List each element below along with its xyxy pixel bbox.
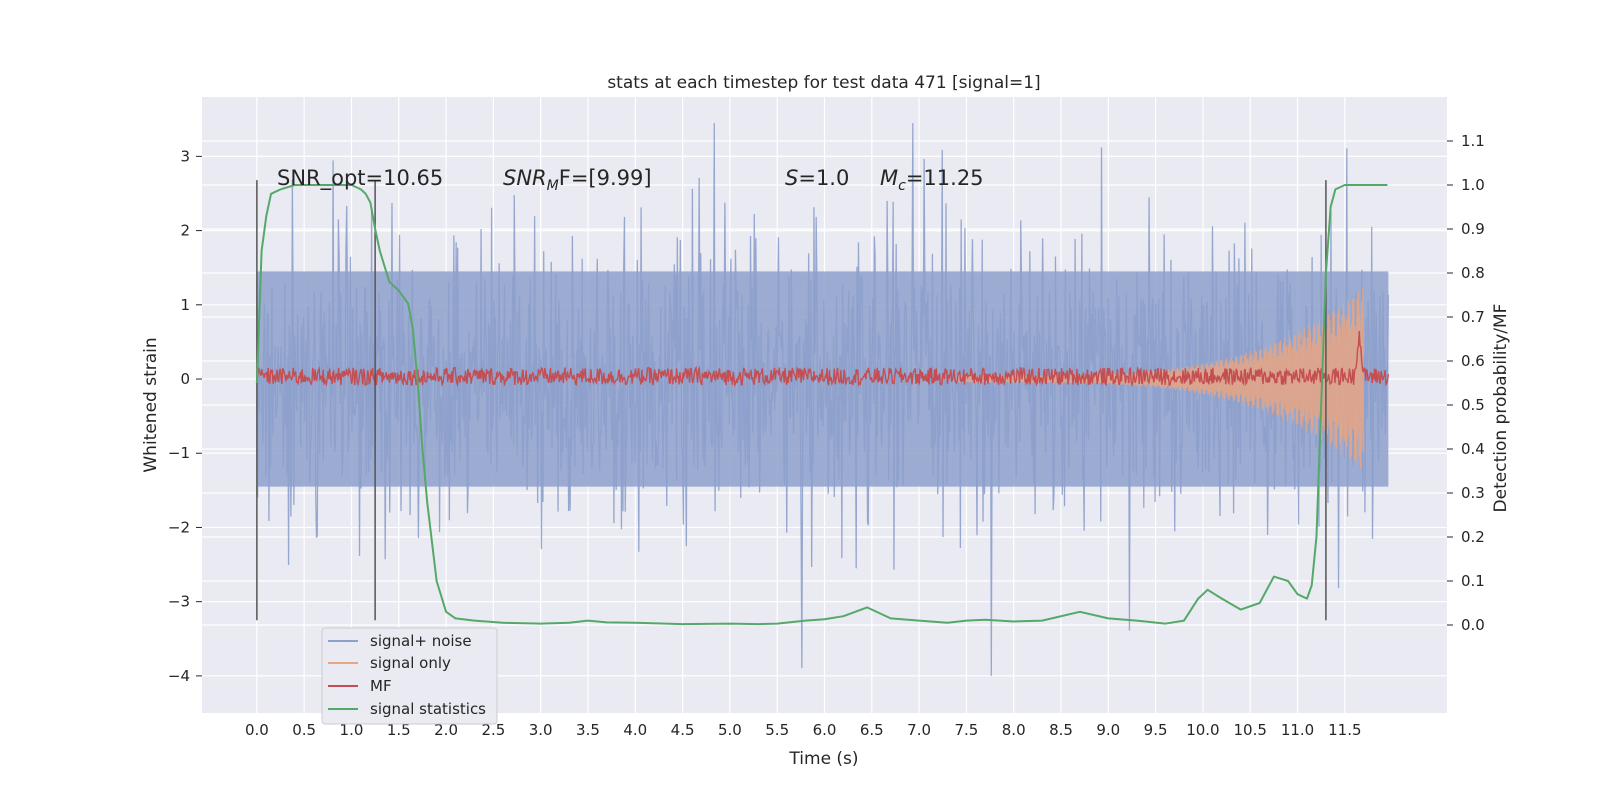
y-right-tick-label: 0.4 [1461,440,1485,458]
y-left-axis-ticks: −4 −3 −2 −1 0 1 2 3 [168,147,202,685]
y-left-tick-label: 0 [180,370,190,388]
x-tick-label: 4.5 [671,721,695,739]
annotation-mc: Mc=11.25 [880,166,984,194]
x-tick-label: 8.0 [1002,721,1026,739]
annotation-s: S=1.0 [785,166,849,190]
x-tick-label: 4.0 [623,721,647,739]
legend-box [321,627,498,725]
x-tick-label: 9.5 [1144,721,1168,739]
y-right-axis-label: Detection probability/MF [1491,304,1511,513]
y-right-tick-label: 0.0 [1461,616,1485,634]
y-left-tick-label: −1 [168,444,190,462]
y-right-tick-label: 0.7 [1461,308,1485,326]
x-tick-label: 1.0 [340,721,364,739]
annotation-snr-mf: SNRMF=[9.99] [503,166,652,194]
x-tick-label: 7.0 [907,721,931,739]
x-tick-label: 11.5 [1328,721,1361,739]
annotation-s-label: S [785,166,798,190]
y-left-tick-label: 2 [180,222,190,240]
x-tick-label: 3.5 [576,721,600,739]
legend-label-signal-noise: signal+ noise [370,632,472,650]
y-right-tick-label: 0.5 [1461,396,1485,414]
y-left-tick-label: 3 [180,147,190,165]
y-right-tick-label: 0.6 [1461,352,1485,370]
x-tick-label: 11.0 [1281,721,1314,739]
x-tick-label: 2.5 [481,721,505,739]
y-right-tick-label: 0.3 [1461,484,1485,502]
annotation-s-value: =1.0 [798,166,849,190]
annotation-snr-mf-sub: M [547,178,559,194]
y-right-axis-ticks: 0.0 0.1 0.2 0.3 0.4 0.5 0.6 0.7 0.8 0.9 1.0 1.1 [1447,132,1485,634]
x-axis-ticks: 0.0 0.5 1.0 1.5 2.0 2.5 3.0 3.5 4.0 4.5 5.0 5.5 6.0 6… [245,721,1362,739]
y-right-tick-label: 1.0 [1461,176,1485,194]
legend: signal+ noise signal only MF signal stat… [321,627,498,725]
x-tick-label: 5.0 [718,721,742,739]
y-left-tick-label: −3 [168,593,190,611]
legend-label-mf: MF [370,677,392,695]
x-tick-label: 2.0 [434,721,458,739]
annotation-snr-opt: SNR_opt=10.65 [277,166,443,191]
vertical-markers [256,180,1327,621]
x-tick-label: 7.5 [954,721,978,739]
y-right-tick-label: 0.9 [1461,220,1485,238]
y-left-tick-label: 1 [180,296,190,314]
annotation-mc-sub: c [898,178,906,194]
annotation-snr-mf-label: SNR [503,166,547,190]
annotation-mc-label: M [880,166,898,190]
x-tick-label: 6.5 [860,721,884,739]
x-tick-label: 10.5 [1234,721,1267,739]
x-tick-label: 8.5 [1049,721,1073,739]
x-tick-label: 10.0 [1186,721,1219,739]
annotation-snr-mf-value: F=[9.99] [559,166,652,190]
legend-label-signal-only: signal only [370,654,451,672]
y-right-tick-label: 0.8 [1461,264,1485,282]
x-tick-label: 5.5 [765,721,789,739]
mf-line [256,330,1390,388]
y-left-tick-label: −2 [168,518,190,536]
chart-title: stats at each timestep for test data 471… [607,73,1040,93]
y-left-axis-label: Whitened strain [141,337,161,472]
x-tick-label: 0.0 [245,721,269,739]
y-right-tick-label: 1.1 [1461,132,1485,150]
x-tick-label: 6.0 [813,721,837,739]
legend-label-signal-statistics: signal statistics [370,700,486,718]
signal-statistics-line [255,184,1388,626]
y-left-tick-label: −4 [168,667,190,685]
y-right-tick-label: 0.1 [1461,572,1485,590]
x-tick-label: 1.5 [387,721,411,739]
x-tick-label: 3.0 [529,721,553,739]
x-tick-label: 9.0 [1096,721,1120,739]
x-axis-label: Time (s) [788,749,858,769]
y-right-tick-label: 0.2 [1461,528,1485,546]
series-mf [256,330,1390,388]
x-tick-label: 0.5 [292,721,316,739]
annotation-mc-value: =11.25 [906,166,984,190]
series-signal-statistics [255,184,1388,626]
